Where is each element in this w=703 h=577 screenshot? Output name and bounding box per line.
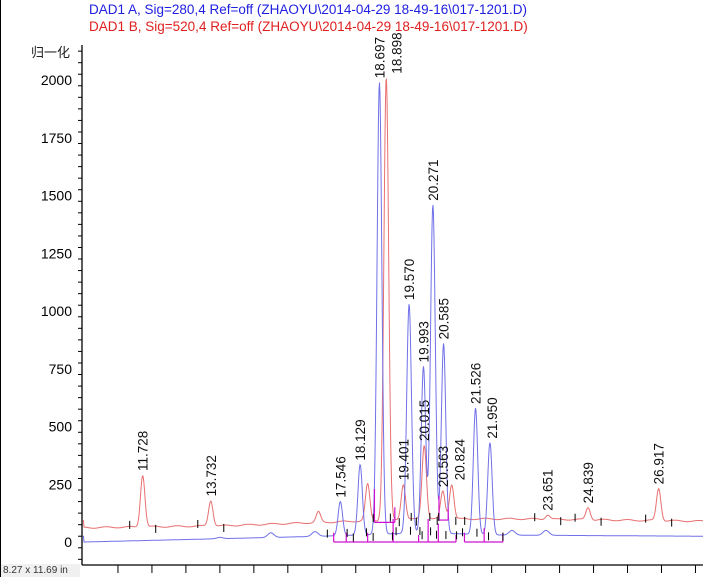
trace-dad1-b — [82, 77, 703, 529]
peak-label: 11.728 — [136, 431, 151, 471]
peak-label: 23.651 — [541, 469, 556, 510]
peak-label: 20.271 — [426, 159, 441, 200]
y-tick-label: 1250 — [41, 245, 72, 261]
status-bar: 8.27 x 11.69 in — [1, 564, 80, 577]
peak-label: 17.546 — [333, 456, 348, 497]
legend-entry-dad1-b: DAD1 B, Sig=520,4 Ref=off (ZHAOYU\2014-0… — [89, 19, 528, 34]
peak-label: 19.993 — [416, 321, 431, 362]
y-tick-label: 1000 — [41, 303, 72, 319]
trace-dad1-a — [83, 82, 703, 543]
peak-label: 21.950 — [485, 397, 500, 438]
page-size-text: 8.27 x 11.69 in — [3, 565, 68, 576]
y-tick-label: 250 — [49, 476, 73, 492]
y-tick-label: 2000 — [41, 72, 72, 88]
peak-label: 20.824 — [453, 438, 468, 480]
y-axis-label: 归一化 — [31, 46, 70, 61]
peak-label: 26.917 — [652, 443, 667, 484]
peak-label: 19.570 — [402, 259, 417, 300]
peak-label: 21.526 — [469, 363, 484, 404]
y-tick-label: 500 — [49, 419, 73, 435]
peak-label: 19.401 — [396, 439, 411, 480]
peak-label: 20.563 — [436, 446, 451, 487]
y-tick-label: 1750 — [41, 130, 72, 146]
window-left-border — [0, 0, 1, 577]
y-tick-label: 1500 — [41, 188, 72, 204]
peak-label: 13.732 — [204, 455, 219, 496]
peak-label: 18.697 — [372, 37, 387, 78]
y-tick-label: 0 — [64, 534, 72, 550]
peak-label: 24.839 — [581, 462, 596, 503]
peak-label: 20.015 — [417, 400, 432, 441]
peak-label: 20.585 — [437, 298, 452, 339]
legend-entry-dad1-a: DAD1 A, Sig=280,4 Ref=off (ZHAOYU\2014-0… — [89, 2, 528, 17]
y-tick-label: 750 — [49, 361, 73, 377]
peak-label: 18.898 — [389, 32, 404, 73]
peak-label: 18.129 — [353, 419, 368, 460]
